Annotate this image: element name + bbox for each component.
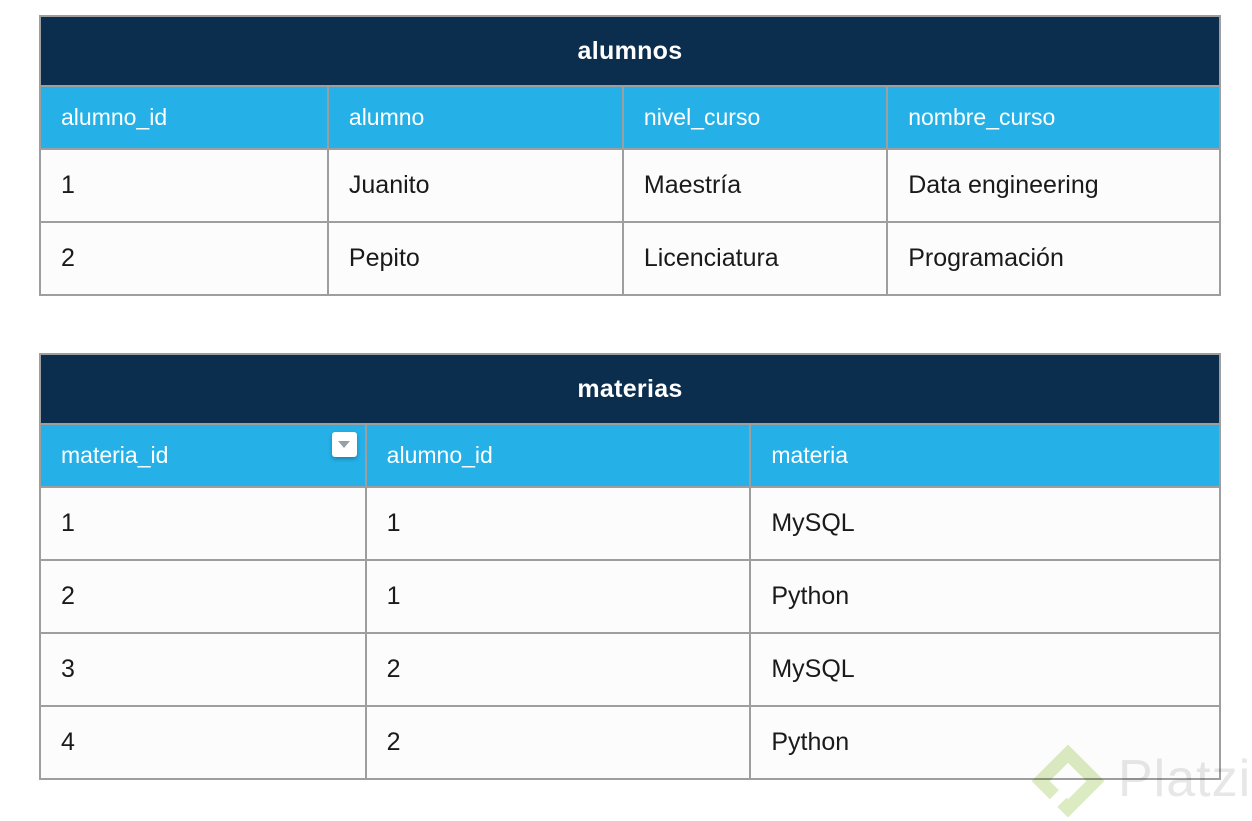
table-row: 2 Pepito Licenciatura Programación — [39, 221, 1221, 296]
cell-alumno-id: 1 — [364, 559, 752, 634]
table-title: materias — [39, 353, 1221, 425]
cell-nivel-curso: Licenciatura — [621, 221, 889, 296]
column-header-materia-id: materia_id — [39, 423, 367, 488]
table-title: alumnos — [39, 15, 1221, 87]
chevron-down-icon — [338, 441, 351, 448]
table-row: 3 2 MySQL — [39, 632, 1221, 707]
table-header-row: materia_id alumno_id materia — [39, 423, 1221, 488]
cell-nivel-curso: Maestría — [621, 148, 889, 223]
cell-alumno: Juanito — [326, 148, 624, 223]
materias-grid: materias materia_id alumno_id materia 1 … — [39, 353, 1221, 780]
table-title-row: alumnos — [39, 15, 1221, 87]
cell-materia-id: 1 — [39, 486, 367, 561]
table-row: 2 1 Python — [39, 559, 1221, 634]
column-header-materia: materia — [749, 423, 1221, 488]
column-header-alumno-id: alumno_id — [364, 423, 752, 488]
cell-materia-id: 4 — [39, 705, 367, 780]
filter-dropdown-button[interactable] — [331, 432, 357, 457]
cell-nombre-curso: Data engineering — [886, 148, 1221, 223]
cell-alumno: Pepito — [326, 221, 624, 296]
cell-alumno-id: 1 — [39, 148, 329, 223]
cell-materia: Python — [749, 705, 1221, 780]
cell-materia-id: 3 — [39, 632, 367, 707]
cell-alumno-id: 1 — [364, 486, 752, 561]
cell-materia: Python — [749, 559, 1221, 634]
table-title-row: materias — [39, 353, 1221, 425]
cell-nombre-curso: Programación — [886, 221, 1221, 296]
cell-alumno-id: 2 — [364, 632, 752, 707]
column-header-nivel-curso: nivel_curso — [621, 85, 889, 150]
column-header-alumno-id: alumno_id — [39, 85, 329, 150]
table-row: 1 1 MySQL — [39, 486, 1221, 561]
cell-alumno-id: 2 — [39, 221, 329, 296]
alumnos-grid: alumnos alumno_id alumno nivel_curso nom… — [39, 15, 1221, 296]
table-row: 1 Juanito Maestría Data engineering — [39, 148, 1221, 223]
cell-alumno-id: 2 — [364, 705, 752, 780]
cell-materia: MySQL — [749, 632, 1221, 707]
column-header-nombre-curso: nombre_curso — [886, 85, 1221, 150]
table-materias: materias materia_id alumno_id materia 1 … — [39, 353, 1221, 780]
column-header-label: materia_id — [61, 442, 169, 468]
table-header-row: alumno_id alumno nivel_curso nombre_curs… — [39, 85, 1221, 150]
table-row: 4 2 Python — [39, 705, 1221, 780]
cell-materia-id: 2 — [39, 559, 367, 634]
cell-materia: MySQL — [749, 486, 1221, 561]
column-header-alumno: alumno — [326, 85, 624, 150]
table-alumnos: alumnos alumno_id alumno nivel_curso nom… — [39, 15, 1221, 296]
